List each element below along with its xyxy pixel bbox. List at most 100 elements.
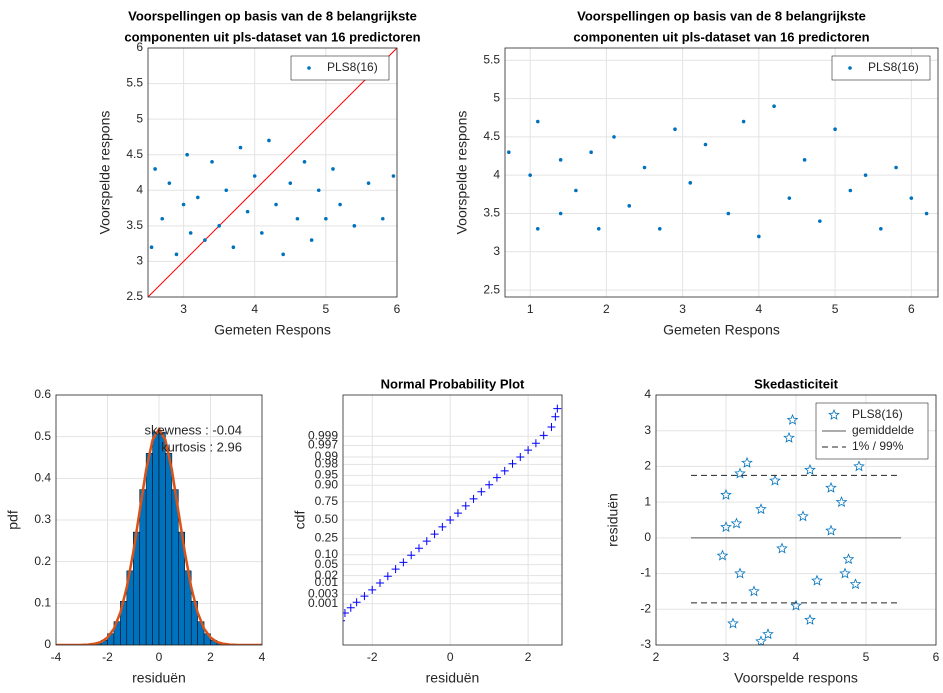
y-tick-label: 3 xyxy=(493,244,500,258)
point xyxy=(352,224,357,228)
y-tick-label: 2 xyxy=(644,459,651,473)
point xyxy=(787,196,792,200)
point xyxy=(535,119,540,124)
point xyxy=(726,211,731,216)
y-tick-label: 3 xyxy=(136,254,143,268)
point xyxy=(804,613,816,625)
annotation: skewness : -0.04 xyxy=(144,422,242,437)
legend-label: 1% / 99% xyxy=(852,439,904,453)
point xyxy=(174,252,179,257)
y-tick-label: 0.98 xyxy=(315,457,339,471)
point xyxy=(217,224,221,228)
point xyxy=(853,460,865,472)
point xyxy=(574,188,578,193)
y-axis-label: residuën xyxy=(605,493,621,547)
y-tick-label: 0.999 xyxy=(308,428,338,442)
y-tick-label: 0.75 xyxy=(315,494,339,508)
y-tick-label: 4 xyxy=(493,167,500,181)
x-tick-label: 0 xyxy=(156,650,163,664)
x-tick-label: 2 xyxy=(207,650,214,664)
point xyxy=(849,578,862,590)
point xyxy=(828,408,840,420)
point xyxy=(149,245,154,249)
y-tick-label: 1 xyxy=(644,494,651,508)
x-tick-label: 5 xyxy=(832,302,839,316)
point xyxy=(366,181,371,185)
point xyxy=(414,544,423,553)
y-tick-label: 0.2 xyxy=(34,554,51,568)
y-tick-label: 4.5 xyxy=(126,147,143,161)
point xyxy=(338,202,342,207)
point xyxy=(508,459,517,468)
point xyxy=(210,160,214,164)
point xyxy=(835,496,848,508)
y-tick-label: 4.5 xyxy=(483,129,500,143)
point xyxy=(324,216,328,221)
point xyxy=(516,452,525,461)
point xyxy=(203,238,207,242)
legend-label: PLS8(16) xyxy=(327,60,378,74)
y-tick-label: 0.90 xyxy=(315,477,339,491)
y-tick-label: 3 xyxy=(644,423,651,437)
x-tick-label: -2 xyxy=(367,650,378,664)
x-tick-label: 5 xyxy=(863,650,870,664)
bar xyxy=(171,489,179,645)
point xyxy=(360,592,369,601)
y-tick-label: 0.1 xyxy=(34,596,51,610)
point xyxy=(909,196,914,200)
y-axis-label: Voorspelde respons xyxy=(97,111,113,235)
point xyxy=(894,165,898,170)
y-tick-label: 0.95 xyxy=(315,468,339,482)
point xyxy=(825,481,837,493)
point xyxy=(804,463,816,475)
point xyxy=(673,127,677,132)
y-tick-label: 0.05 xyxy=(315,557,339,571)
y-tick-label: 0.4 xyxy=(34,471,51,485)
point xyxy=(547,422,556,431)
point xyxy=(295,216,300,221)
chart-title: Normal Probability Plot xyxy=(381,376,525,391)
y-tick-label: 0.50 xyxy=(315,512,339,526)
point xyxy=(553,404,562,413)
point xyxy=(309,238,314,242)
point xyxy=(302,160,307,164)
axes-box xyxy=(147,47,398,298)
point xyxy=(703,142,708,147)
bar xyxy=(165,453,173,645)
axes-box xyxy=(655,394,937,646)
x-tick-label: 5 xyxy=(323,302,330,316)
point xyxy=(741,456,753,468)
point xyxy=(596,227,601,231)
chart-title: componenten uit pls-dataset van 16 predi… xyxy=(124,29,420,44)
point xyxy=(368,585,377,594)
x-tick-label: 3 xyxy=(723,650,730,664)
point xyxy=(391,565,400,574)
point xyxy=(776,542,788,554)
point xyxy=(842,553,855,565)
point xyxy=(802,158,807,162)
point xyxy=(863,173,868,177)
point xyxy=(492,473,501,482)
point xyxy=(307,66,311,70)
y-tick-label: 0.01 xyxy=(315,575,339,589)
point xyxy=(539,431,548,440)
y-tick-label: 3.5 xyxy=(126,218,143,232)
axes-box xyxy=(504,47,939,298)
y-tick-label: 0.02 xyxy=(315,568,339,582)
point xyxy=(407,551,416,560)
x-tick-label: 3 xyxy=(679,302,686,316)
y-tick-label: 0.25 xyxy=(315,530,339,544)
point xyxy=(535,227,540,231)
point xyxy=(825,524,837,536)
y-tick-label: -3 xyxy=(640,637,651,651)
point xyxy=(762,628,774,640)
point xyxy=(551,412,560,421)
y-tick-label: 0.5 xyxy=(34,429,51,443)
point xyxy=(558,211,563,216)
point xyxy=(438,522,447,531)
point xyxy=(316,188,321,193)
x-tick-label: 2 xyxy=(525,650,532,664)
axes-box xyxy=(55,394,263,646)
point xyxy=(879,227,883,231)
